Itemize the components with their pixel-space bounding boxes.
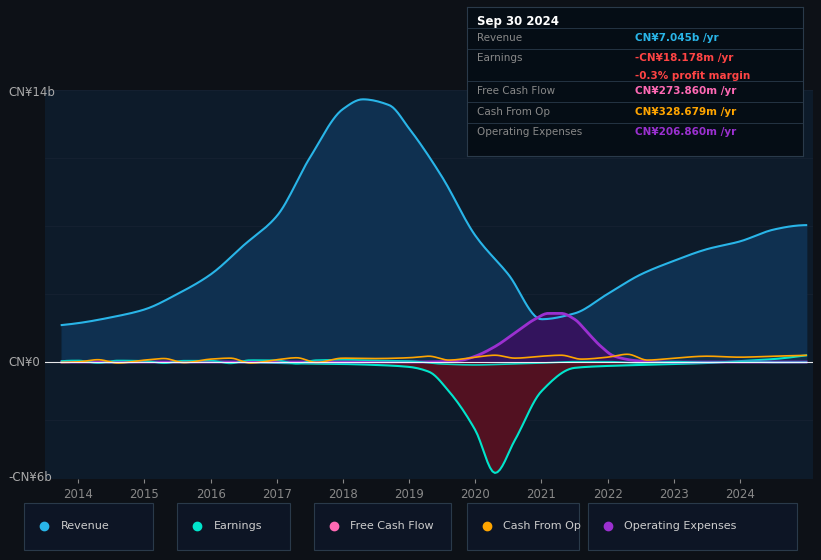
- Text: Earnings: Earnings: [477, 53, 523, 63]
- Text: Earnings: Earnings: [213, 521, 262, 531]
- Text: CN¥328.679m /yr: CN¥328.679m /yr: [635, 107, 736, 116]
- Text: Cash From Op: Cash From Op: [503, 521, 581, 531]
- Text: -CN¥18.178m /yr: -CN¥18.178m /yr: [635, 53, 733, 63]
- FancyBboxPatch shape: [314, 503, 451, 550]
- Text: Cash From Op: Cash From Op: [477, 107, 550, 116]
- Text: Revenue: Revenue: [61, 521, 109, 531]
- Text: CN¥273.860m /yr: CN¥273.860m /yr: [635, 86, 736, 96]
- FancyBboxPatch shape: [588, 503, 796, 550]
- FancyBboxPatch shape: [25, 503, 153, 550]
- FancyBboxPatch shape: [467, 503, 580, 550]
- Text: -CN¥6b: -CN¥6b: [8, 470, 52, 484]
- Text: Free Cash Flow: Free Cash Flow: [477, 86, 555, 96]
- Text: CN¥206.860m /yr: CN¥206.860m /yr: [635, 128, 736, 138]
- Text: Revenue: Revenue: [477, 32, 522, 43]
- Text: CN¥7.045b /yr: CN¥7.045b /yr: [635, 32, 718, 43]
- Text: -0.3% profit margin: -0.3% profit margin: [635, 71, 750, 81]
- Text: Operating Expenses: Operating Expenses: [477, 128, 582, 138]
- FancyBboxPatch shape: [177, 503, 290, 550]
- Text: CN¥14b: CN¥14b: [8, 86, 55, 99]
- Text: Operating Expenses: Operating Expenses: [624, 521, 736, 531]
- Text: Sep 30 2024: Sep 30 2024: [477, 15, 559, 27]
- Text: Free Cash Flow: Free Cash Flow: [350, 521, 433, 531]
- Text: CN¥0: CN¥0: [8, 356, 40, 370]
